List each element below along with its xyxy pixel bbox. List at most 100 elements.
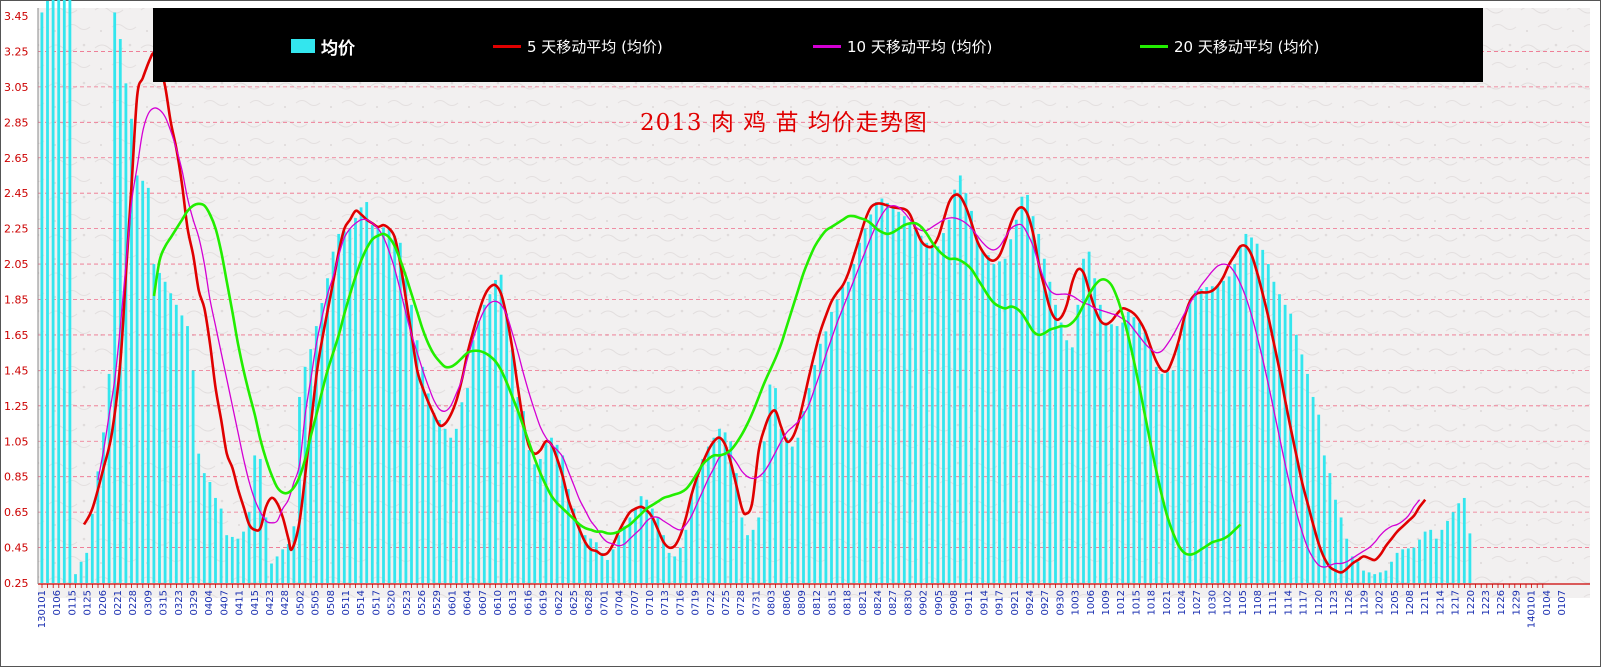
- x-tick-label: 0905: [934, 590, 945, 615]
- x-tick-label: 0830: [903, 590, 914, 615]
- price-bar: [1317, 414, 1321, 583]
- x-tick-label: 0728: [736, 590, 747, 615]
- price-bar: [298, 396, 301, 583]
- x-tick-label: 0616: [523, 590, 534, 615]
- x-tick-label: 0713: [660, 590, 671, 615]
- x-tick-label: 1220: [1466, 590, 1477, 615]
- x-tick-label: 0601: [447, 590, 458, 615]
- x-tick-label: 0806: [782, 590, 793, 615]
- price-bar: [1059, 322, 1063, 583]
- price-bar: [718, 428, 721, 583]
- price-bar: [1003, 258, 1007, 583]
- x-tick-label: 1009: [1101, 590, 1112, 615]
- x-tick-label: 0818: [843, 590, 854, 615]
- price-bar: [1289, 313, 1293, 583]
- price-bar: [1440, 529, 1444, 583]
- price-bar: [488, 294, 492, 583]
- x-tick-label: 1003: [1071, 590, 1082, 615]
- price-bar: [275, 556, 279, 583]
- x-tick-label: 0428: [280, 590, 291, 615]
- price-bar: [1031, 216, 1035, 584]
- legend-swatch-line: [1140, 44, 1168, 48]
- price-bar: [113, 12, 117, 584]
- price-bar: [466, 388, 469, 583]
- price-bar: [701, 458, 705, 583]
- price-bar: [1328, 473, 1332, 583]
- price-bar: [415, 340, 419, 583]
- price-bar: [835, 299, 839, 583]
- price-bar: [158, 272, 161, 583]
- price-bar: [1233, 264, 1237, 583]
- x-tick-label: 0323: [174, 590, 185, 615]
- price-bar: [516, 396, 520, 583]
- x-tick-label: 0622: [554, 590, 565, 615]
- price-bar: [1093, 278, 1097, 583]
- price-bar: [1042, 258, 1046, 583]
- x-tick-label: 1027: [1192, 590, 1203, 615]
- price-bar: [852, 264, 856, 583]
- y-tick-label: 2.85: [4, 116, 29, 129]
- price-bar: [494, 280, 497, 583]
- price-bar: [1244, 233, 1248, 584]
- price-bar: [180, 315, 184, 583]
- y-tick-label: 0.85: [4, 471, 29, 484]
- y-tick-label: 1.05: [4, 435, 29, 448]
- price-bar: [802, 411, 805, 583]
- price-bar: [208, 482, 212, 583]
- price-bar: [779, 428, 783, 583]
- price-bar: [639, 496, 643, 583]
- x-tick-label: 0930: [1055, 590, 1066, 615]
- price-bar: [1451, 512, 1455, 583]
- price-bar: [365, 202, 369, 583]
- x-tick-label: 0911: [964, 590, 975, 615]
- price-bar: [214, 497, 217, 583]
- price-bar: [202, 473, 206, 583]
- price-bar: [253, 455, 257, 583]
- x-tick-label: 0526: [417, 590, 428, 615]
- price-bar: [818, 343, 822, 583]
- y-tick-label: 2.05: [4, 258, 29, 271]
- price-bar: [1434, 538, 1438, 583]
- price-bar: [393, 235, 397, 583]
- x-tick-label: 0407: [219, 590, 230, 615]
- price-bar: [611, 549, 615, 583]
- price-bar: [376, 226, 380, 583]
- x-tick-label: 1108: [1253, 590, 1264, 615]
- price-bar: [1048, 281, 1052, 583]
- price-bar: [1227, 276, 1231, 583]
- price-bar: [57, 0, 61, 583]
- x-tick-label: 0523: [402, 590, 413, 615]
- price-bar: [1149, 347, 1153, 583]
- x-tick-label: 0803: [767, 590, 778, 615]
- price-bar: [1311, 396, 1315, 583]
- y-tick-label: 0.45: [4, 542, 29, 555]
- x-tick-label: 1012: [1116, 590, 1127, 615]
- price-bar: [146, 187, 150, 583]
- x-tick-label: 0815: [827, 590, 838, 615]
- price-bar: [1373, 574, 1377, 583]
- price-bar: [622, 526, 626, 583]
- price-bar: [1401, 549, 1405, 583]
- legend-label: 10 天移动平均 (均价): [847, 37, 993, 56]
- price-bar: [314, 326, 318, 583]
- price-bar: [942, 233, 945, 583]
- price-bar: [1384, 570, 1388, 583]
- x-tick-label: 1217: [1451, 590, 1462, 615]
- ma-line-10: [97, 107, 1421, 568]
- x-tick-label: 0619: [539, 590, 550, 615]
- legend-label: 20 天移动平均 (均价): [1174, 37, 1320, 56]
- y-tick-label: 1.65: [4, 329, 29, 342]
- price-bar: [499, 274, 503, 583]
- price-bar: [370, 225, 374, 584]
- price-bar: [1138, 322, 1141, 583]
- x-tick-label: 140101: [1527, 590, 1538, 628]
- ma-line-20: [152, 202, 1242, 556]
- price-bar: [426, 393, 430, 583]
- x-tick-label: 0514: [356, 590, 367, 615]
- price-bar: [1020, 196, 1024, 583]
- price-bar: [740, 517, 744, 583]
- price-bar: [348, 228, 352, 583]
- x-tick-label: 0106: [52, 590, 63, 615]
- x-tick-label: 0411: [235, 590, 246, 615]
- price-bar: [1412, 547, 1416, 583]
